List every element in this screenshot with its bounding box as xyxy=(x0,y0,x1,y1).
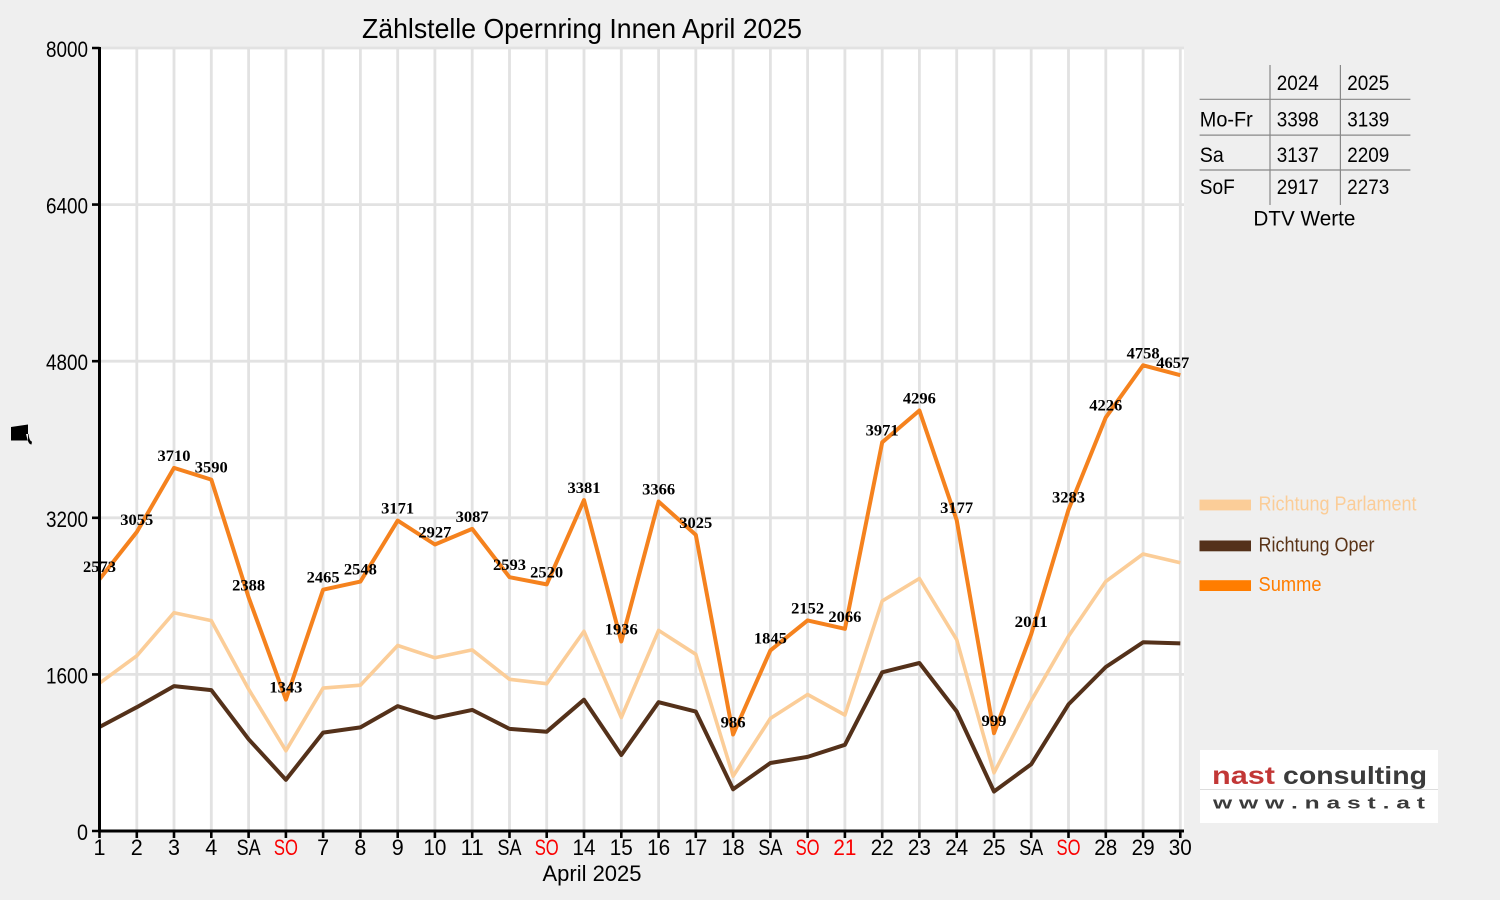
svg-text:8000: 8000 xyxy=(46,37,88,62)
svg-text:2011: 2011 xyxy=(1015,614,1048,631)
svg-text:0: 0 xyxy=(77,820,88,845)
svg-text:2152: 2152 xyxy=(791,600,824,617)
svg-text:SO: SO xyxy=(535,835,559,860)
svg-text:4800: 4800 xyxy=(46,350,88,375)
svg-text:10: 10 xyxy=(423,835,446,860)
svg-text:SA: SA xyxy=(498,835,522,860)
svg-text:3025: 3025 xyxy=(679,515,712,532)
svg-text:April 2025: April 2025 xyxy=(543,861,642,886)
svg-text:nast: nast xyxy=(1212,762,1276,790)
svg-text:2209: 2209 xyxy=(1347,143,1389,167)
svg-text:Summe: Summe xyxy=(1259,574,1322,596)
svg-text:3087: 3087 xyxy=(456,509,489,526)
svg-text:8: 8 xyxy=(354,835,366,860)
svg-text:2388: 2388 xyxy=(232,577,265,594)
svg-text:1845: 1845 xyxy=(754,630,787,647)
svg-text:2025: 2025 xyxy=(1347,71,1389,95)
svg-text:2548: 2548 xyxy=(344,562,377,579)
svg-text:22: 22 xyxy=(871,835,894,860)
svg-text:29: 29 xyxy=(1132,835,1155,860)
svg-text:3366: 3366 xyxy=(642,482,675,499)
svg-text:2573: 2573 xyxy=(83,559,116,576)
svg-text:3055: 3055 xyxy=(120,512,153,529)
svg-text:21: 21 xyxy=(833,835,856,860)
svg-text:3283: 3283 xyxy=(1052,490,1085,507)
svg-text:2520: 2520 xyxy=(530,564,563,581)
svg-text:3137: 3137 xyxy=(1277,143,1319,167)
svg-text:2: 2 xyxy=(131,835,143,860)
svg-text:9: 9 xyxy=(392,835,404,860)
svg-text:SA: SA xyxy=(237,835,261,860)
svg-text:1936: 1936 xyxy=(605,622,638,639)
svg-text:SA: SA xyxy=(758,835,782,860)
svg-text:1: 1 xyxy=(94,835,106,860)
svg-text:25: 25 xyxy=(983,835,1006,860)
svg-text:2066: 2066 xyxy=(828,609,861,626)
svg-text:4: 4 xyxy=(205,835,217,860)
svg-text:Richtung Oper: Richtung Oper xyxy=(1259,534,1375,556)
svg-text:3177: 3177 xyxy=(940,500,973,517)
svg-text:Sa: Sa xyxy=(1200,143,1224,167)
svg-text:14: 14 xyxy=(573,835,596,860)
svg-text:2024: 2024 xyxy=(1277,71,1319,95)
svg-text:30: 30 xyxy=(1169,835,1192,860)
svg-text:3: 3 xyxy=(168,835,180,860)
svg-text:17: 17 xyxy=(684,835,707,860)
svg-text:2465: 2465 xyxy=(307,570,340,587)
svg-text:6400: 6400 xyxy=(46,194,88,219)
svg-text:23: 23 xyxy=(908,835,931,860)
svg-text:SoF: SoF xyxy=(1200,175,1235,199)
svg-text:SO: SO xyxy=(796,835,820,860)
svg-text:986: 986 xyxy=(721,715,746,732)
svg-text:DTV Werte: DTV Werte xyxy=(1253,207,1355,231)
svg-text:3971: 3971 xyxy=(866,422,899,439)
svg-text:2593: 2593 xyxy=(493,557,526,574)
svg-text:28: 28 xyxy=(1094,835,1117,860)
svg-text:2273: 2273 xyxy=(1347,175,1389,199)
svg-text:4226: 4226 xyxy=(1089,397,1122,414)
svg-text:15: 15 xyxy=(610,835,633,860)
svg-text:18: 18 xyxy=(722,835,745,860)
svg-text:2927: 2927 xyxy=(418,525,451,542)
svg-text:3590: 3590 xyxy=(195,460,228,477)
svg-text:SO: SO xyxy=(1057,835,1081,860)
svg-text:3171: 3171 xyxy=(381,501,414,518)
svg-text:3398: 3398 xyxy=(1277,108,1319,132)
svg-text:2917: 2917 xyxy=(1277,175,1319,199)
svg-text:3381: 3381 xyxy=(568,480,601,497)
svg-text:w w w . n a s t . a t: w w w . n a s t . a t xyxy=(1212,794,1426,813)
svg-text:SA: SA xyxy=(1019,835,1043,860)
svg-text:11: 11 xyxy=(461,835,484,860)
svg-text:SO: SO xyxy=(274,835,298,860)
svg-text:3139: 3139 xyxy=(1347,108,1389,132)
svg-text:3200: 3200 xyxy=(46,507,88,532)
svg-text:4657: 4657 xyxy=(1156,355,1189,372)
svg-text:16: 16 xyxy=(647,835,670,860)
svg-text:Mo-Fr: Mo-Fr xyxy=(1200,108,1253,132)
svg-text:24: 24 xyxy=(945,835,968,860)
svg-text:7: 7 xyxy=(317,835,329,860)
svg-text:999: 999 xyxy=(982,713,1007,730)
svg-text:4758: 4758 xyxy=(1127,345,1160,362)
svg-text:consulting: consulting xyxy=(1283,762,1427,790)
svg-text:3710: 3710 xyxy=(158,448,191,465)
svg-text:4296: 4296 xyxy=(903,391,936,408)
svg-text:Richtung Parlament: Richtung Parlament xyxy=(1259,493,1417,515)
svg-text:Zählstelle Opernring Innen Apr: Zählstelle Opernring Innen April 2025 xyxy=(362,13,802,44)
svg-text:1600: 1600 xyxy=(46,663,88,688)
svg-text:1343: 1343 xyxy=(269,680,302,697)
